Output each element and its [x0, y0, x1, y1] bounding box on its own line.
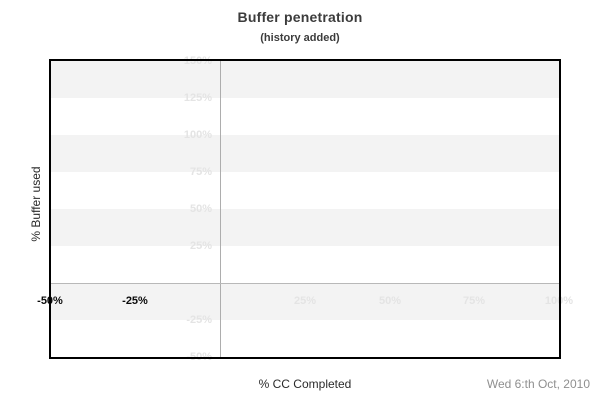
y-tick-25: 25%: [189, 240, 212, 252]
y-tick-100: 100%: [183, 129, 212, 141]
y-axis-title: % Buffer used: [29, 166, 43, 242]
x-tick-50: 50%: [378, 295, 402, 307]
y-zero-gridline: [51, 283, 559, 284]
x-tick-75: 75%: [462, 295, 486, 307]
x-tick-100: 100%: [544, 295, 574, 307]
y-tick-neg50: -50%: [186, 351, 212, 363]
date-label: Wed 6:th Oct, 2010: [486, 377, 590, 391]
chart-title: Buffer penetration: [237, 9, 363, 25]
y-tick-50: 50%: [189, 203, 212, 215]
chart-subtitle: (history added): [260, 32, 340, 44]
y-tick-150: 150%: [183, 55, 212, 67]
x-tick-neg50: -50%: [37, 295, 63, 307]
y-tick-neg25: -25%: [186, 314, 212, 326]
x-axis-title: % CC Completed: [258, 377, 352, 391]
plot-border: [49, 59, 561, 359]
x-tick-25: 25%: [293, 295, 317, 307]
x-zero-gridline: [220, 61, 221, 357]
y-tick-75: 75%: [189, 166, 212, 178]
x-tick-neg25: -25%: [122, 295, 148, 307]
plot-area: 150% 125% 100% 75% 50% 25% -25% -50% -50…: [37, 55, 573, 363]
y-tick-125: 125%: [183, 92, 212, 104]
